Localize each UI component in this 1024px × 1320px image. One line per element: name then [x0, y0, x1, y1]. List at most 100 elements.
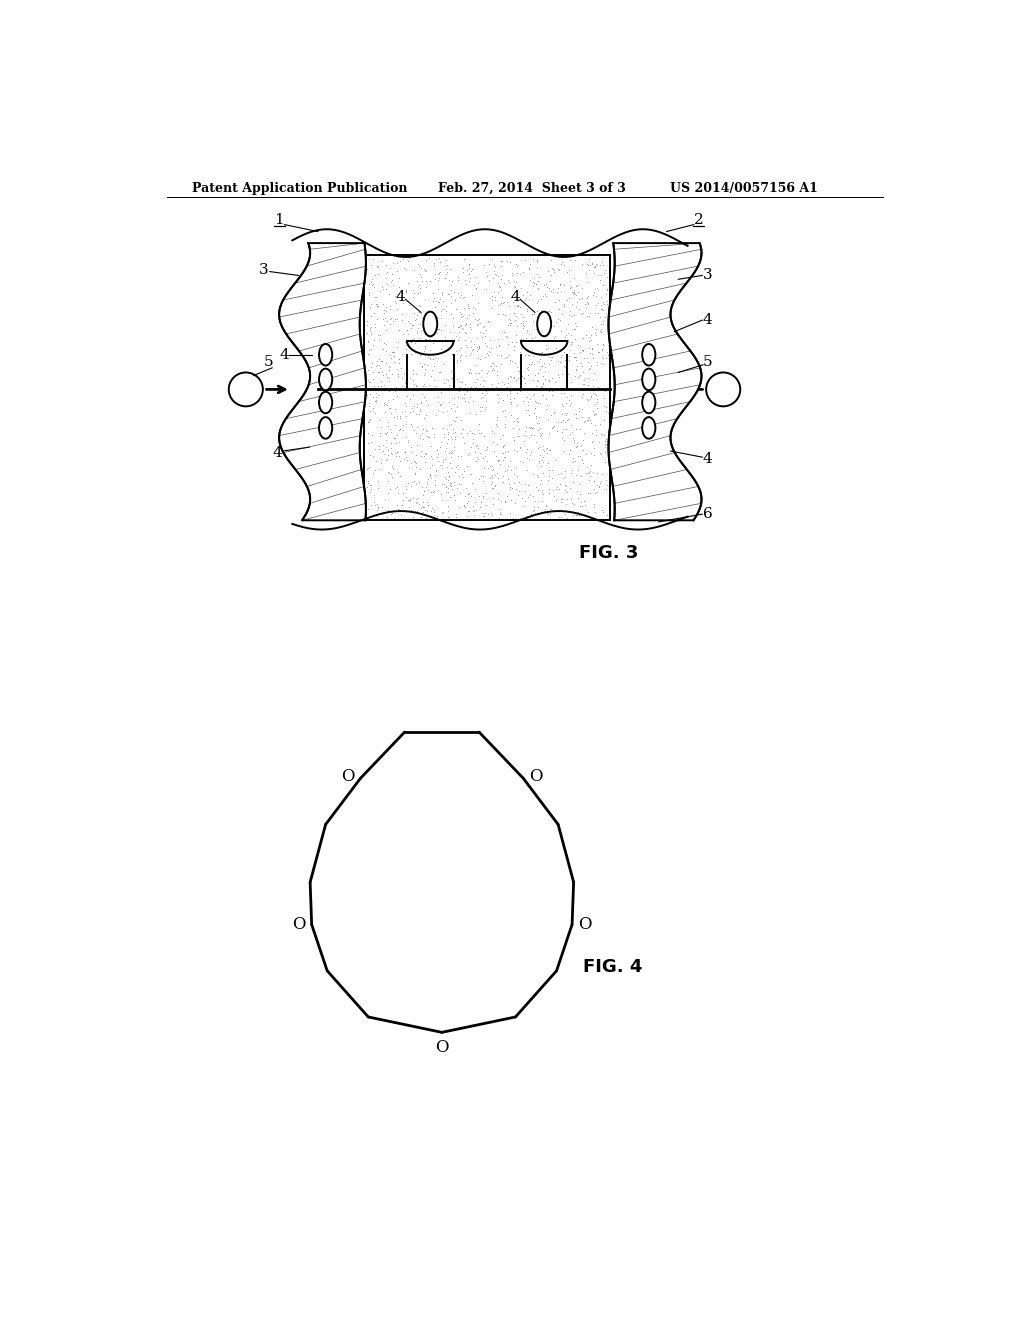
Point	[546, 260, 562, 281]
Point	[543, 302, 559, 323]
Point	[493, 490, 509, 511]
Point	[595, 263, 611, 284]
Point	[517, 289, 534, 310]
Point	[442, 304, 459, 325]
Point	[506, 335, 522, 356]
Point	[470, 347, 486, 368]
Point	[443, 478, 460, 499]
Point	[462, 345, 478, 366]
Point	[482, 297, 499, 318]
Point	[569, 355, 586, 376]
Point	[417, 335, 433, 356]
Point	[429, 450, 445, 471]
Point	[454, 388, 470, 409]
Point	[579, 288, 595, 309]
Point	[596, 409, 612, 430]
Point	[496, 374, 512, 395]
Point	[515, 430, 531, 451]
Point	[447, 407, 464, 428]
Point	[441, 269, 458, 290]
Point	[381, 314, 397, 335]
Point	[589, 462, 605, 483]
Point	[416, 341, 432, 362]
Point	[518, 310, 535, 331]
Point	[400, 496, 417, 517]
Point	[466, 275, 482, 296]
Point	[566, 281, 583, 302]
Point	[479, 503, 496, 524]
Point	[362, 444, 379, 465]
Point	[597, 434, 613, 455]
Point	[462, 359, 478, 380]
Point	[414, 271, 430, 292]
Point	[560, 288, 577, 309]
Point	[389, 407, 406, 428]
Point	[568, 404, 585, 425]
Point	[538, 378, 554, 399]
Point	[548, 338, 564, 359]
Point	[566, 346, 583, 367]
Point	[550, 277, 566, 298]
Point	[551, 260, 567, 281]
Point	[444, 409, 461, 430]
Point	[502, 348, 518, 370]
Point	[364, 352, 380, 374]
Point	[421, 247, 437, 268]
Point	[389, 424, 406, 445]
Point	[424, 301, 440, 322]
Point	[416, 354, 432, 375]
Point	[398, 487, 415, 508]
Point	[419, 425, 435, 446]
Point	[408, 375, 424, 396]
Point	[397, 396, 414, 417]
Point	[483, 338, 500, 359]
Point	[428, 306, 444, 327]
Point	[558, 392, 574, 413]
Point	[579, 388, 595, 409]
Point	[536, 275, 552, 296]
Point	[517, 294, 534, 315]
Point	[531, 267, 548, 288]
Point	[532, 300, 549, 321]
Point	[562, 334, 579, 355]
Point	[451, 387, 467, 408]
Point	[397, 331, 414, 352]
Point	[408, 488, 424, 510]
Point	[414, 495, 430, 516]
Point	[535, 376, 551, 397]
Point	[456, 383, 472, 404]
Point	[544, 467, 560, 488]
Point	[361, 296, 378, 317]
Point	[468, 436, 484, 457]
Point	[453, 337, 469, 358]
Point	[537, 498, 553, 519]
Point	[598, 400, 614, 421]
Point	[582, 343, 598, 364]
Point	[369, 506, 385, 527]
Point	[568, 315, 585, 337]
Point	[411, 275, 427, 296]
Point	[465, 500, 481, 521]
Point	[442, 475, 459, 496]
Point	[537, 306, 553, 327]
Point	[563, 462, 580, 483]
Point	[406, 327, 422, 348]
Point	[531, 425, 548, 446]
Point	[477, 495, 494, 516]
Point	[559, 261, 575, 282]
Point	[591, 475, 607, 496]
Point	[394, 310, 411, 331]
Point	[359, 343, 376, 364]
Point	[456, 433, 472, 454]
Point	[481, 253, 498, 275]
Point	[391, 348, 408, 370]
Point	[538, 285, 554, 306]
Point	[545, 417, 561, 438]
Point	[521, 445, 538, 466]
Point	[534, 450, 550, 471]
Point	[433, 393, 450, 414]
Point	[463, 473, 479, 494]
Point	[498, 405, 514, 426]
Point	[449, 341, 465, 362]
Point	[500, 269, 516, 290]
